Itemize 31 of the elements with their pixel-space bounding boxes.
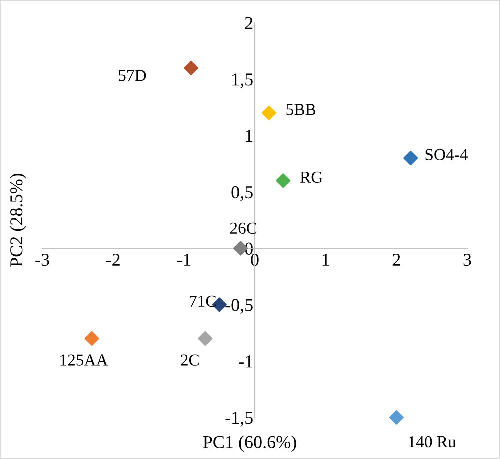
x-tick-label: -1 <box>177 254 191 266</box>
x-tick-label: 3 <box>464 254 472 266</box>
point <box>389 410 404 425</box>
series-label: 125AA <box>60 354 108 366</box>
series-label: 2C <box>181 354 199 366</box>
y-tick-label: -0,5 <box>226 299 253 314</box>
point <box>198 331 213 346</box>
point <box>262 106 276 120</box>
series-label: 5BB <box>286 104 316 116</box>
x-axis-title: PC1 (60.6%) <box>203 436 296 452</box>
point <box>184 60 199 76</box>
x-tick-label: -2 <box>106 254 120 266</box>
y-tick-label: 1,5 <box>232 74 253 88</box>
y-axis-title: PC2 (28.5%) <box>10 174 26 267</box>
point <box>276 174 291 188</box>
y-tick-label: 2 <box>245 17 253 30</box>
y-tick-label: 0,5 <box>232 186 253 202</box>
series-label: 140 Ru <box>409 436 456 448</box>
point <box>84 331 100 346</box>
series-label: 26C <box>230 222 257 234</box>
y-tick-label: -1,5 <box>226 412 253 427</box>
y-tick-label: 1 <box>246 130 253 142</box>
series-label: SO4-4 <box>426 149 468 160</box>
series-label: 71C <box>190 296 216 308</box>
x-tick-label: -3 <box>36 254 50 266</box>
y-tick-label: -1 <box>239 356 253 368</box>
series-label: RG <box>300 172 323 184</box>
text: 57D <box>119 70 146 82</box>
x-tick-label: 2 <box>392 254 400 266</box>
x-tick-label: 1 <box>322 254 330 266</box>
point <box>404 151 418 166</box>
